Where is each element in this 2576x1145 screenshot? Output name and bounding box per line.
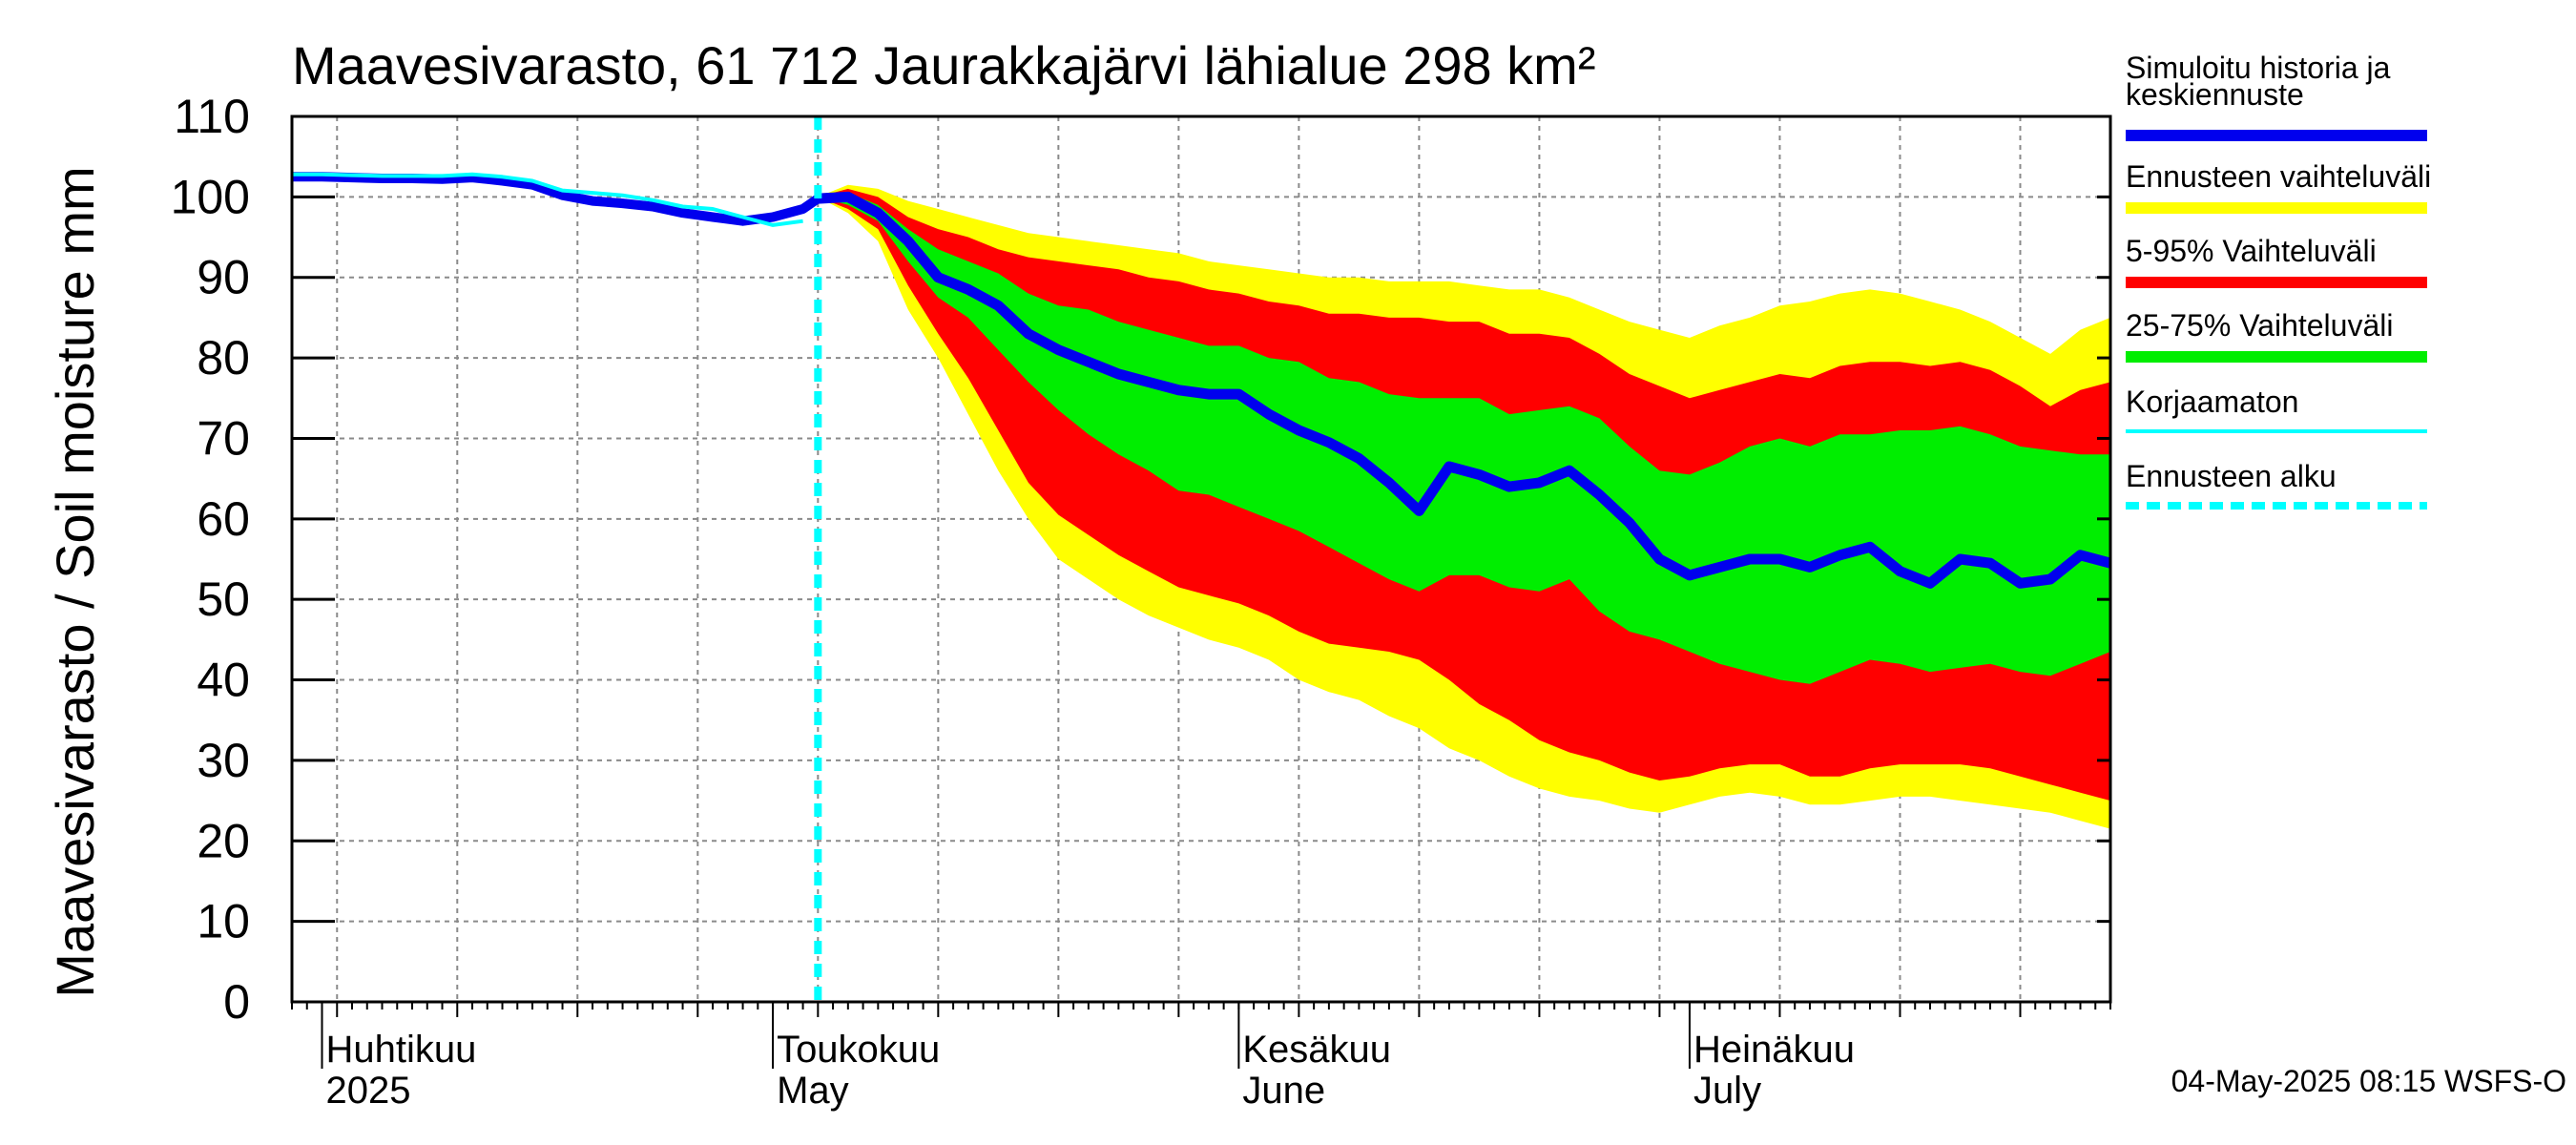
y-tick-label: 50 [197, 572, 250, 626]
x-month-sublabel: May [777, 1070, 849, 1112]
y-tick-label: 60 [197, 492, 250, 546]
x-month-sublabel: July [1693, 1070, 1761, 1112]
y-axis-label: Maavesivarasto / Soil moisture mm [45, 166, 105, 997]
y-tick-label: 90 [197, 251, 250, 304]
series-uncorrected-line [292, 172, 803, 227]
series-history-line [292, 172, 821, 226]
legend-label-sim: keskiennuste [2126, 77, 2304, 112]
x-month-label: Heinäkuu [1693, 1029, 1855, 1071]
x-month-sublabel: 2025 [326, 1070, 411, 1112]
chart-title: Maavesivarasto, 61 712 Jaurakkajärvi läh… [292, 35, 1595, 95]
y-tick-label: 100 [171, 170, 250, 223]
legend-label-range: Ennusteen vaihteluväli [2126, 159, 2431, 194]
plot-frame [290, 114, 2112, 1004]
y-tick-label: 20 [197, 814, 250, 867]
y-tick-label: 30 [197, 734, 250, 787]
y-tick-label: 0 [223, 975, 250, 1029]
series-median-line [818, 191, 2112, 589]
y-tick-label: 10 [197, 895, 250, 948]
timestamp-label: 04-May-2025 08:15 WSFS-O [2171, 1064, 2566, 1098]
x-month-label: Toukokuu [777, 1029, 940, 1071]
x-month-label: Huhtikuu [326, 1029, 477, 1071]
x-month-sublabel: June [1242, 1070, 1325, 1112]
y-tick-label: 70 [197, 411, 250, 465]
y-tick-label: 80 [197, 331, 250, 385]
y-tick-label: 40 [197, 654, 250, 707]
legend-label-p5_95: 5-95% Vaihteluväli [2126, 234, 2377, 268]
y-tick-label: 110 [174, 90, 250, 143]
legend-label-sim: Simuloitu historia ja [2126, 51, 2391, 85]
legend-label-uncorr: Korjaamaton [2126, 385, 2298, 419]
legend-label-p25_75: 25-75% Vaihteluväli [2126, 308, 2393, 343]
legend-label-fstart: Ennusteen alku [2126, 459, 2337, 493]
x-month-label: Kesäkuu [1242, 1029, 1391, 1071]
